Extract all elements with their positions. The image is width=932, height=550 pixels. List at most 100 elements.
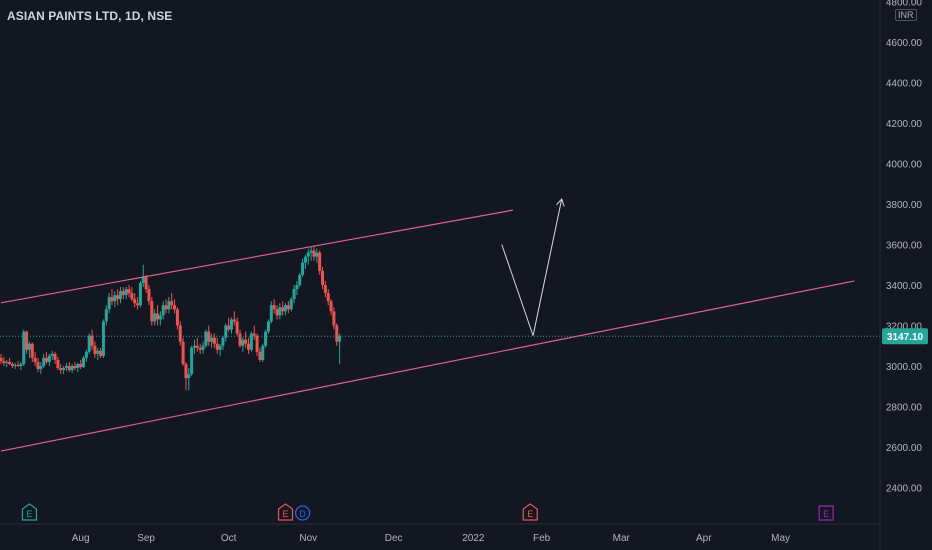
candle-body — [309, 250, 313, 253]
candle-body — [252, 333, 256, 336]
candle-body — [16, 364, 20, 366]
candle-body — [36, 361, 40, 370]
dividend-letter: D — [299, 509, 306, 519]
candle-body — [281, 307, 285, 312]
candle-body — [275, 309, 279, 316]
candle — [96, 347, 100, 360]
candle — [286, 301, 290, 314]
price-tick-label: 4600.00 — [886, 38, 923, 49]
candle-body — [116, 295, 120, 300]
candle — [269, 301, 273, 324]
candle — [70, 363, 74, 374]
candle-body — [155, 313, 159, 320]
candle — [252, 325, 256, 340]
candle-body — [258, 351, 262, 360]
earnings-letter: E — [26, 509, 32, 519]
candle — [10, 361, 14, 369]
candle-body — [238, 333, 242, 346]
candle — [258, 347, 262, 362]
candle-body — [82, 357, 86, 368]
candle-body — [255, 335, 259, 352]
candle — [16, 360, 20, 368]
candle — [39, 361, 43, 375]
candle — [8, 357, 12, 365]
price-tick-label: 3400.00 — [886, 281, 923, 292]
candle — [261, 343, 265, 362]
candle — [19, 361, 23, 371]
symbol-title[interactable]: ASIAN PAINTS LTD, 1D, NSE — [7, 9, 173, 23]
candle — [326, 289, 330, 306]
candle-body — [164, 305, 168, 310]
candle — [121, 287, 125, 300]
candle — [161, 301, 165, 320]
candle-body — [335, 325, 339, 342]
candle — [249, 331, 253, 352]
price-tick-label: 4000.00 — [886, 160, 923, 171]
candle-body — [10, 363, 14, 366]
candle — [144, 274, 148, 294]
price-axis[interactable]: 2400.00 2600.00 2800.00 3000.00 3200.00 3400.… — [886, 0, 923, 495]
time-tick-label: Mar — [613, 533, 631, 544]
candle-body — [321, 270, 325, 285]
candle — [289, 297, 293, 312]
earnings-marker: E — [277, 503, 294, 521]
candle — [79, 359, 83, 370]
candle-body — [232, 319, 236, 322]
candle-body — [150, 301, 154, 322]
candle — [130, 287, 134, 302]
earnings-icon — [818, 505, 834, 521]
candle-body — [64, 366, 68, 369]
candle — [292, 285, 296, 304]
candle-body — [249, 333, 253, 350]
candle — [218, 343, 222, 356]
candle — [167, 297, 171, 314]
candle — [335, 323, 339, 346]
candle-body — [153, 313, 157, 322]
candle-body — [124, 289, 128, 296]
candle-body — [110, 297, 114, 302]
candle-body — [210, 337, 214, 342]
candle-body — [5, 361, 9, 363]
candle-body — [269, 305, 273, 322]
price-tick-label: 2600.00 — [886, 443, 923, 454]
candle — [67, 361, 71, 373]
time-tick-label: Aug — [72, 533, 90, 544]
candle-body — [241, 339, 245, 346]
candle — [87, 333, 91, 354]
time-tick-label: 2022 — [462, 533, 485, 544]
currency-label[interactable]: INR — [895, 9, 917, 21]
candle-body — [175, 309, 179, 326]
candle — [306, 248, 310, 265]
last-price-badge: 3147.10 — [882, 328, 928, 345]
candle — [204, 329, 208, 348]
candle — [284, 303, 288, 316]
plot-area[interactable] — [0, 0, 880, 524]
candle — [201, 341, 205, 354]
earnings-letter: E — [283, 509, 289, 519]
candle-body — [62, 368, 66, 371]
candle — [116, 289, 120, 306]
earnings-marker: E — [21, 503, 38, 521]
earnings-marker: E — [522, 503, 538, 521]
candle-body — [158, 315, 162, 320]
candle-body — [104, 309, 108, 322]
price-tick-label: 2400.00 — [886, 484, 923, 495]
time-tick-label: Oct — [221, 533, 237, 544]
candle-body — [19, 363, 23, 366]
candle — [192, 339, 196, 354]
candle — [173, 299, 177, 314]
drawing-overlays — [0, 200, 855, 452]
candle — [272, 299, 276, 314]
candlestick-series — [0, 246, 342, 391]
candle-body — [113, 295, 117, 302]
candle — [33, 351, 37, 366]
candle-body — [190, 347, 194, 375]
candle-body — [292, 289, 296, 300]
candle — [301, 258, 305, 277]
time-tick-label: Apr — [696, 533, 712, 544]
time-axis[interactable]: Aug Sep Oct Nov Dec 2022 Feb Mar Apr May — [72, 533, 790, 544]
candle-body — [170, 301, 174, 306]
candle-body — [96, 350, 100, 354]
candle-body — [2, 360, 6, 363]
